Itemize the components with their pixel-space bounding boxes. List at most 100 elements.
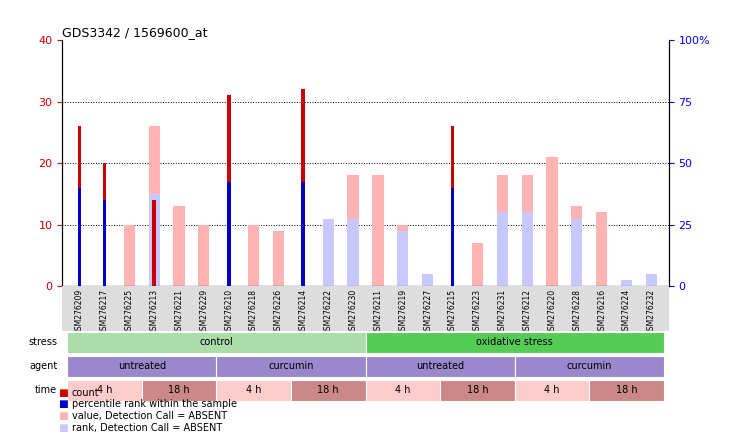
Bar <box>571 206 583 286</box>
FancyBboxPatch shape <box>515 380 589 400</box>
Bar <box>273 231 284 286</box>
FancyBboxPatch shape <box>366 356 515 377</box>
FancyBboxPatch shape <box>142 380 216 400</box>
Text: GSM276214: GSM276214 <box>299 289 308 335</box>
Bar <box>521 175 533 286</box>
Text: 4 h: 4 h <box>96 385 112 395</box>
Text: value, Detection Call = ABSENT: value, Detection Call = ABSENT <box>72 411 227 421</box>
Text: 4 h: 4 h <box>545 385 560 395</box>
Text: GSM276229: GSM276229 <box>200 289 208 335</box>
Bar <box>596 213 607 286</box>
Bar <box>148 126 160 286</box>
FancyBboxPatch shape <box>67 332 366 353</box>
Bar <box>198 225 210 286</box>
Text: GSM276224: GSM276224 <box>622 289 631 335</box>
FancyBboxPatch shape <box>440 380 515 400</box>
FancyBboxPatch shape <box>366 332 664 353</box>
Bar <box>347 218 359 286</box>
FancyBboxPatch shape <box>216 356 366 377</box>
Bar <box>148 194 160 286</box>
Text: GSM276209: GSM276209 <box>75 289 84 335</box>
Text: GSM276216: GSM276216 <box>597 289 606 335</box>
Bar <box>227 95 230 286</box>
Text: count: count <box>72 388 99 398</box>
Text: 18 h: 18 h <box>466 385 488 395</box>
Text: 4 h: 4 h <box>395 385 411 395</box>
Text: percentile rank within the sample: percentile rank within the sample <box>72 400 237 409</box>
FancyBboxPatch shape <box>291 380 366 400</box>
Bar <box>451 126 455 286</box>
Bar <box>77 126 81 286</box>
Bar <box>646 274 657 286</box>
Text: untreated: untreated <box>416 361 464 371</box>
Text: GSM276217: GSM276217 <box>100 289 109 335</box>
Text: ■: ■ <box>58 423 68 432</box>
Bar <box>227 182 230 286</box>
Bar <box>422 280 433 286</box>
Bar <box>471 243 483 286</box>
Text: GSM276226: GSM276226 <box>274 289 283 335</box>
Text: GSM276231: GSM276231 <box>498 289 507 335</box>
Text: ■: ■ <box>58 388 68 398</box>
Bar <box>173 206 185 286</box>
Text: 4 h: 4 h <box>246 385 262 395</box>
Bar <box>546 157 558 286</box>
Text: GSM276218: GSM276218 <box>249 289 258 335</box>
Text: GSM276220: GSM276220 <box>548 289 556 335</box>
Text: GSM276219: GSM276219 <box>398 289 407 335</box>
FancyBboxPatch shape <box>216 380 291 400</box>
Text: 18 h: 18 h <box>168 385 190 395</box>
Bar <box>102 200 106 286</box>
Bar <box>397 231 409 286</box>
Bar <box>248 225 260 286</box>
Text: oxidative stress: oxidative stress <box>477 337 553 347</box>
FancyBboxPatch shape <box>67 380 142 400</box>
Text: agent: agent <box>29 361 57 371</box>
Bar <box>322 218 334 286</box>
Text: ■: ■ <box>58 411 68 421</box>
Bar <box>301 89 306 286</box>
Text: GSM276222: GSM276222 <box>324 289 333 335</box>
Text: GSM276213: GSM276213 <box>150 289 159 335</box>
Text: GSM276211: GSM276211 <box>374 289 382 335</box>
FancyBboxPatch shape <box>366 380 440 400</box>
Text: GSM276221: GSM276221 <box>175 289 183 335</box>
Text: control: control <box>200 337 233 347</box>
Bar <box>301 182 306 286</box>
Bar <box>621 280 632 286</box>
Text: GSM276227: GSM276227 <box>423 289 432 335</box>
Text: GSM276232: GSM276232 <box>647 289 656 335</box>
Bar <box>496 213 508 286</box>
Text: curcumin: curcumin <box>268 361 314 371</box>
Text: untreated: untreated <box>118 361 166 371</box>
FancyBboxPatch shape <box>589 380 664 400</box>
Text: GSM276230: GSM276230 <box>349 289 357 335</box>
Text: GSM276223: GSM276223 <box>473 289 482 335</box>
Bar <box>124 225 135 286</box>
Bar <box>102 163 106 286</box>
Text: 18 h: 18 h <box>616 385 637 395</box>
Text: GSM276215: GSM276215 <box>448 289 457 335</box>
Bar <box>347 175 359 286</box>
Bar <box>422 274 433 286</box>
Bar <box>397 225 409 286</box>
Bar <box>152 200 156 286</box>
Text: 18 h: 18 h <box>317 385 339 395</box>
Bar <box>372 175 384 286</box>
Bar <box>521 213 533 286</box>
Bar <box>571 218 583 286</box>
Text: GSM276228: GSM276228 <box>572 289 581 335</box>
Bar <box>496 175 508 286</box>
Text: rank, Detection Call = ABSENT: rank, Detection Call = ABSENT <box>72 423 222 432</box>
Text: time: time <box>35 385 57 395</box>
Text: GSM276210: GSM276210 <box>224 289 233 335</box>
Text: stress: stress <box>29 337 57 347</box>
Bar <box>77 188 81 286</box>
Text: GSM276225: GSM276225 <box>125 289 134 335</box>
Text: curcumin: curcumin <box>567 361 612 371</box>
Text: ■: ■ <box>58 400 68 409</box>
Text: GDS3342 / 1569600_at: GDS3342 / 1569600_at <box>62 26 208 39</box>
Bar <box>322 218 334 286</box>
Text: GSM276212: GSM276212 <box>523 289 531 335</box>
FancyBboxPatch shape <box>67 356 216 377</box>
